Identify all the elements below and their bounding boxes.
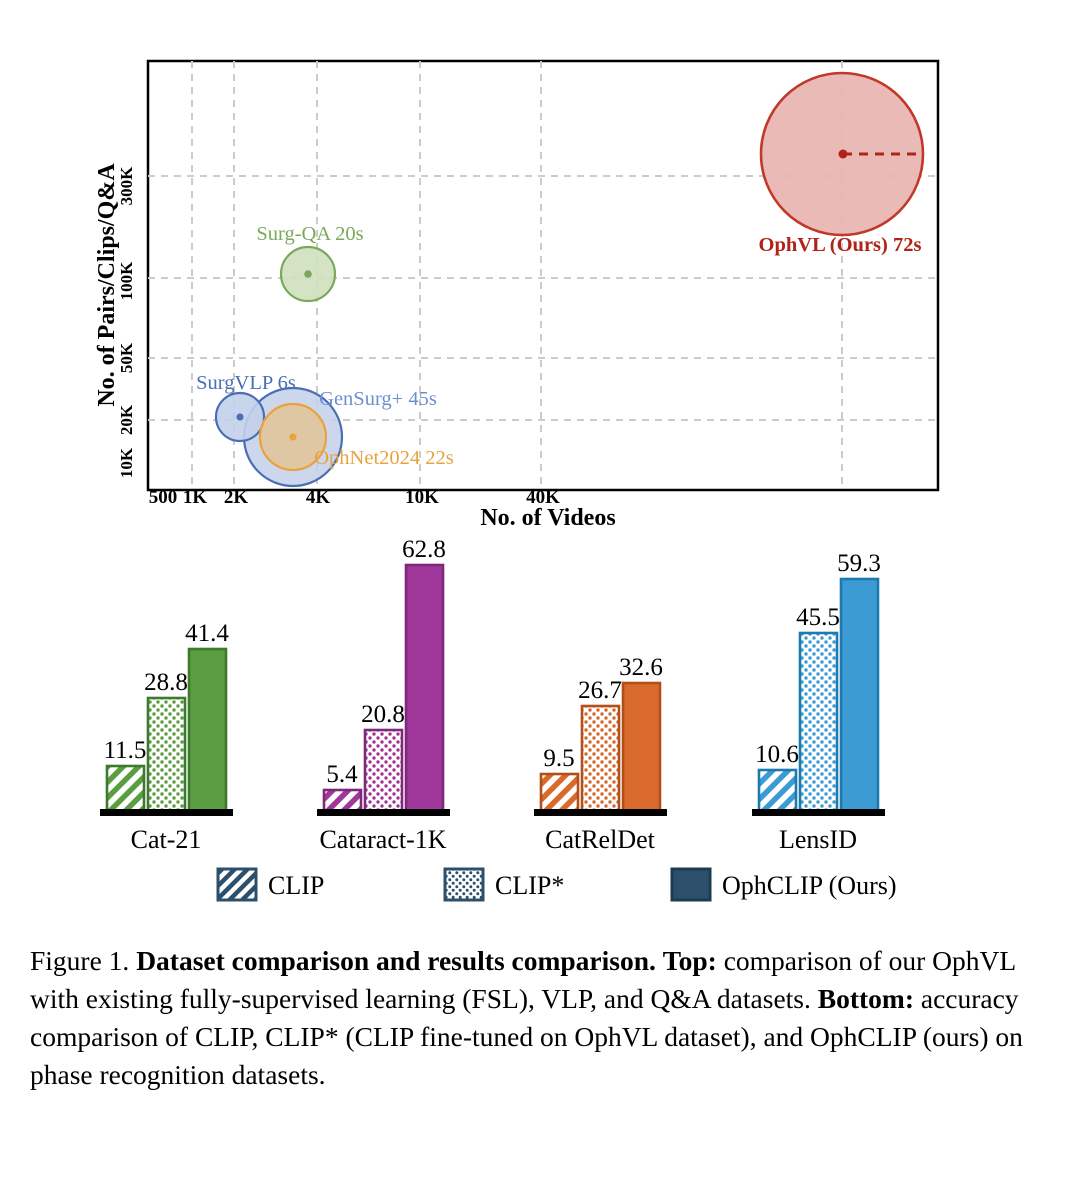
caption-bold-top: Top: bbox=[662, 945, 717, 976]
bubble-surg-qa-center-dot bbox=[304, 270, 312, 278]
caption-bold-title: Dataset comparison and results compariso… bbox=[136, 945, 656, 976]
bar-category-label-cat-21: Cat-21 bbox=[131, 825, 202, 854]
xtick-1k: 1K bbox=[183, 487, 208, 508]
legend-label-clip: CLIP bbox=[268, 871, 324, 900]
bar-baseline-catreldet bbox=[534, 809, 667, 816]
bar-baseline-cataract1k bbox=[317, 809, 450, 816]
bar-lensid-clipstar bbox=[798, 631, 839, 813]
legend-label-ophclip: OphCLIP (Ours) bbox=[722, 871, 897, 900]
bar-value-cataract1k-ophclip: 62.8 bbox=[402, 536, 446, 563]
bar-lensid-clip bbox=[757, 768, 798, 813]
legend-label-clip-star: CLIP* bbox=[495, 871, 564, 900]
bubble-label-ophnet2024: OphNet2024 22s bbox=[314, 447, 454, 469]
bar-category-label-cataract-1k: Cataract-1K bbox=[319, 825, 446, 854]
bar-chart-legend: CLIP CLIP* OphCLIP (Ours) bbox=[216, 867, 897, 902]
xtick-10k: 10K bbox=[405, 487, 439, 508]
x-axis-title: No. of Videos bbox=[480, 505, 615, 530]
bar-cat21-clip bbox=[105, 764, 146, 813]
bar-value-cat21-clipstar: 28.8 bbox=[144, 669, 188, 696]
bubble-label-surgvlp: SurgVLP 6s bbox=[196, 372, 296, 394]
ytick-100k: 100K bbox=[117, 261, 136, 301]
bubble-surgvlp-center-dot bbox=[236, 413, 244, 421]
xtick-40k: 40K bbox=[526, 487, 560, 508]
bar-cataract1k-ophclip bbox=[404, 563, 445, 813]
bar-baseline-cat21 bbox=[100, 809, 233, 816]
caption-body-bottom: accuracy comparison of CLIP, CLIP* (CLIP… bbox=[30, 983, 1023, 1090]
bar-value-lensid-ophclip: 59.3 bbox=[837, 550, 881, 577]
bar-value-cataract1k-clip: 5.4 bbox=[326, 761, 358, 788]
y-axis-title: No. of Pairs/Clips/Q&A bbox=[94, 163, 120, 407]
bar-value-catreldet-clipstar: 26.7 bbox=[578, 677, 622, 704]
bubble-chart-svg: Surg-QA 20s SurgVLP 6s GenSurg+ 45s OphN… bbox=[94, 59, 940, 530]
bar-catreldet-clipstar bbox=[580, 704, 621, 813]
caption-figure-number: Figure 1. bbox=[30, 945, 130, 976]
bar-value-lensid-clipstar: 45.5 bbox=[796, 604, 840, 631]
bar-group-catreldet: 9.5 26.7 32.6 CatRelDet bbox=[534, 654, 667, 854]
caption-body-top: comparison of our OphVL with existing fu… bbox=[30, 945, 1016, 1014]
legend-swatch-clip-star bbox=[443, 867, 485, 902]
legend-swatch-ophclip bbox=[670, 867, 712, 902]
bar-value-catreldet-clip: 9.5 bbox=[543, 745, 574, 772]
figure-caption: Figure 1. Dataset comparison and results… bbox=[30, 942, 1040, 1094]
bubble-ophnet2024-center-dot bbox=[289, 433, 297, 441]
ytick-300k: 300K bbox=[117, 166, 136, 206]
bar-category-label-lensid: LensID bbox=[779, 825, 857, 854]
bar-value-cat21-clip: 11.5 bbox=[104, 737, 147, 764]
bubble-ophvl-center-dot bbox=[838, 149, 848, 159]
bar-category-label-catreldet: CatRelDet bbox=[545, 825, 656, 854]
legend-item-ophclip[interactable]: OphCLIP (Ours) bbox=[670, 867, 897, 902]
ytick-20k: 20K bbox=[117, 404, 136, 435]
bar-chart-svg: 11.5 28.8 41.4 Cat-21 5.4 20.8 62.8 Cata… bbox=[100, 536, 897, 902]
legend-item-clip-star[interactable]: CLIP* bbox=[443, 867, 564, 902]
ytick-50k: 50K bbox=[117, 342, 136, 373]
caption-bold-bottom: Bottom: bbox=[817, 983, 914, 1014]
bar-catreldet-ophclip bbox=[621, 681, 662, 813]
bar-chart-panel: 11.5 28.8 41.4 Cat-21 5.4 20.8 62.8 Cata… bbox=[0, 528, 1068, 928]
bar-value-cat21-ophclip: 41.4 bbox=[185, 620, 229, 647]
bar-cat21-ophclip bbox=[187, 647, 228, 813]
xtick-2k: 2K bbox=[224, 487, 249, 508]
bubble-label-gensurg: GenSurg+ 45s bbox=[319, 388, 437, 410]
bar-value-lensid-clip: 10.6 bbox=[755, 741, 799, 768]
legend-swatch-clip bbox=[216, 867, 258, 902]
xtick-4k: 4K bbox=[306, 487, 331, 508]
bubble-chart-panel: Surg-QA 20s SurgVLP 6s GenSurg+ 45s OphN… bbox=[0, 0, 1068, 530]
bubble-label-surg-qa: Surg-QA 20s bbox=[256, 223, 363, 245]
xtick-500: 500 bbox=[149, 487, 178, 508]
bar-value-cataract1k-clipstar: 20.8 bbox=[361, 701, 405, 728]
bar-group-cataract-1k: 5.4 20.8 62.8 Cataract-1K bbox=[317, 536, 450, 854]
bar-catreldet-clip bbox=[539, 772, 580, 813]
bar-cataract1k-clip bbox=[322, 788, 363, 813]
bar-value-catreldet-ophclip: 32.6 bbox=[619, 654, 663, 681]
ytick-10k: 10K bbox=[117, 447, 136, 478]
bar-group-cat-21: 11.5 28.8 41.4 Cat-21 bbox=[100, 620, 233, 854]
bar-lensid-ophclip bbox=[839, 577, 880, 813]
bar-cat21-clipstar bbox=[146, 696, 187, 813]
legend-item-clip[interactable]: CLIP bbox=[216, 867, 324, 902]
bar-cataract1k-clipstar bbox=[363, 728, 404, 813]
bubble-label-ophvl-ours: OphVL (Ours) 72s bbox=[759, 234, 922, 256]
bar-baseline-lensid bbox=[752, 809, 885, 816]
bar-group-lensid: 10.6 45.5 59.3 LensID bbox=[752, 550, 885, 854]
